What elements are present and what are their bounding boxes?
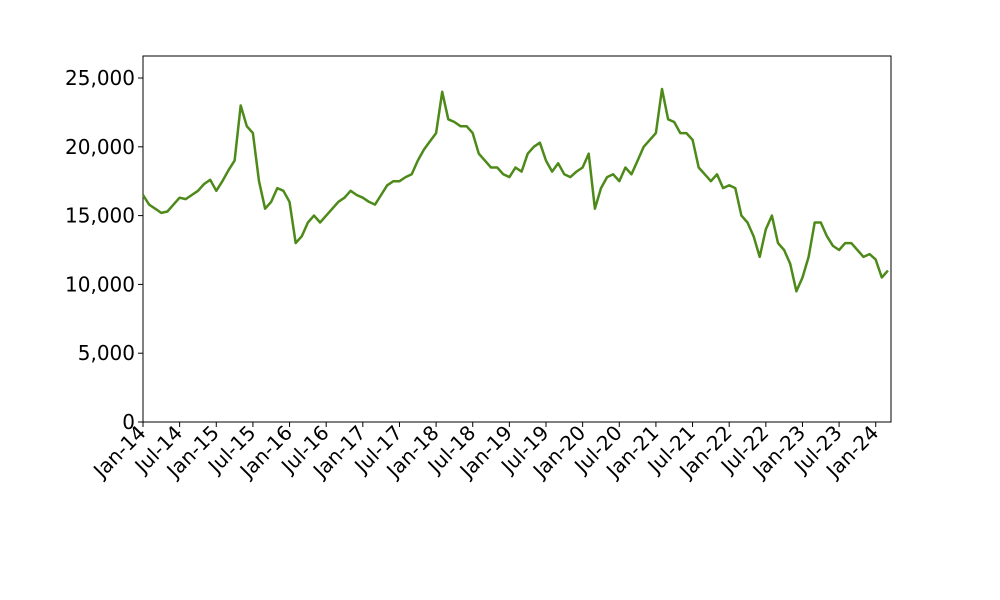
y-tick-label: 20,000	[65, 135, 135, 159]
line-series	[141, 87, 889, 293]
plot-frame	[142, 55, 892, 423]
y-tick-label: 25,000	[65, 66, 135, 90]
y-tick-label: 5,000	[78, 341, 135, 365]
y-tick-label: 10,000	[65, 272, 135, 296]
y-tick-label: 15,000	[65, 204, 135, 228]
y-tick-label: 0	[122, 410, 135, 434]
